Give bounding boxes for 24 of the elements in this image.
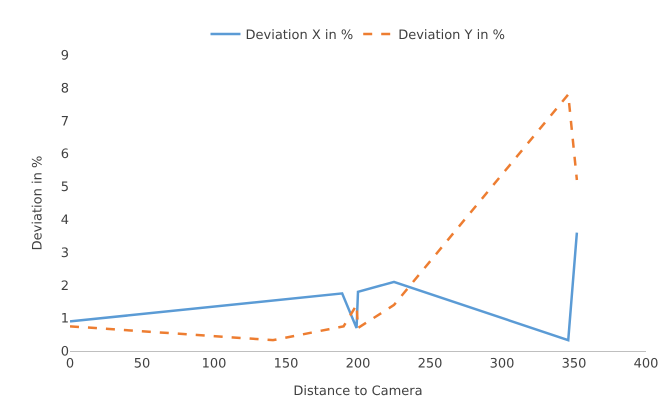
y-tick-label: 0: [60, 344, 69, 360]
y-tick-label: 5: [60, 180, 69, 196]
line-series: [70, 93, 578, 342]
x-axis-title: Distance to Camera: [293, 384, 423, 400]
y-tick-label: 2: [60, 278, 69, 294]
x-tick-label: 300: [490, 356, 514, 372]
legend-label: Deviation X in %: [246, 28, 354, 44]
y-tick-label: 8: [60, 81, 69, 96]
legend-label: Deviation Y in %: [398, 28, 505, 44]
y-tick-label: 3: [60, 246, 69, 261]
y-tick-label: 6: [60, 147, 69, 162]
x-tick-label: 150: [274, 356, 298, 372]
x-tick-label: 200: [346, 356, 370, 372]
x-tick-label: 400: [634, 356, 658, 372]
x-tick-label: 50: [134, 356, 150, 372]
x-tick-label: 100: [202, 356, 226, 372]
y-tick-label: 1: [60, 312, 69, 327]
line-series: [70, 231, 578, 342]
x-tick-label: 250: [418, 356, 442, 372]
y-axis-title: Deviation in %: [30, 156, 46, 250]
y-tick-label: 4: [60, 212, 69, 228]
y-tick-label: 7: [60, 114, 69, 130]
x-tick-label: 350: [562, 356, 586, 372]
y-tick-label: 9: [60, 48, 69, 64]
